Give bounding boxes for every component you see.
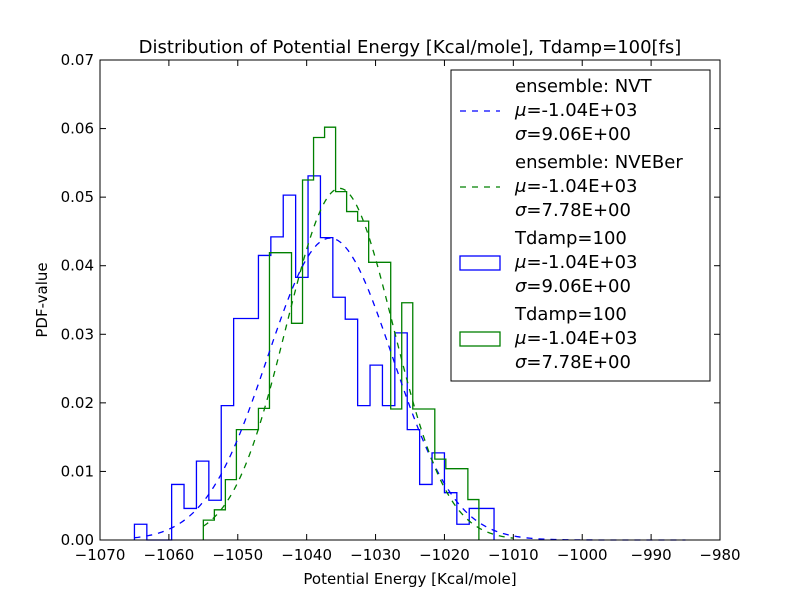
pdf-curve-series-1 (202, 187, 514, 539)
x-tick-label: −980 (699, 546, 740, 564)
y-tick-label: 0.00 (61, 531, 94, 549)
histogram-bar-2-3 (172, 484, 184, 540)
histogram-bar-3-6 (269, 253, 280, 540)
histogram-bar-3-0 (203, 520, 214, 540)
x-tick-label: −1060 (144, 546, 195, 564)
histogram-bar-3-13 (347, 212, 358, 540)
x-tick-label: −1010 (488, 546, 539, 564)
legend-entry-1-line-2: σ=7.78E+00 (515, 200, 631, 221)
legend-handle-2 (459, 255, 501, 271)
x-axis-label: Potential Energy [Kcal/mole] (303, 570, 516, 588)
x-tick-label: −1050 (212, 546, 263, 564)
y-tick-label: 0.07 (61, 51, 94, 69)
y-tick-label: 0.03 (61, 325, 94, 343)
y-tick-label: 0.01 (61, 462, 94, 480)
y-tick-label: 0.02 (61, 394, 94, 412)
legend: ensemble: NVT μ=-1.04E+03 σ=9.06E+00 ensemb… (450, 69, 711, 382)
histogram-bar-2-28 (482, 508, 494, 540)
y-axis-label: PDF-value (33, 262, 51, 337)
histogram-bar-3-5 (258, 408, 269, 540)
histogram-bar-3-4 (247, 430, 258, 540)
x-tick-label: −990 (631, 546, 672, 564)
histogram-bar-3-24 (468, 500, 479, 540)
histogram-bar-2-4 (184, 508, 196, 540)
pdf-curve-series-0 (134, 237, 686, 541)
legend-handle-3 (459, 331, 501, 347)
histogram-bar-3-23 (457, 469, 468, 540)
legend-entry-3-line-0: Tdamp=100 (514, 304, 627, 325)
histogram-bar-3-16 (380, 262, 391, 540)
legend-entry-1-line-0: ensemble: NVEBer (515, 152, 683, 173)
legend-entry-0-line-1: μ=-1.04E+03 (514, 100, 637, 121)
histogram-bar-3-17 (391, 409, 402, 540)
histogram-bar-3-12 (336, 192, 347, 540)
y-tick-label: 0.05 (61, 188, 94, 206)
legend-entry-3-line-1: μ=-1.04E+03 (514, 328, 637, 349)
histogram-series-2 (133, 175, 495, 541)
legend-entry-1-line-1: μ=-1.04E+03 (514, 176, 637, 197)
legend-entry-0-line-2: σ=9.06E+00 (515, 124, 631, 145)
x-tick-label: −1040 (281, 546, 332, 564)
histogram-bar-3-1 (214, 510, 225, 540)
histogram-bar-3-18 (402, 303, 413, 540)
x-tick-label: −1070 (75, 546, 126, 564)
legend-box (450, 69, 711, 382)
histogram-bar-3-20 (424, 409, 435, 540)
legend-entry-2-line-0: Tdamp=100 (514, 228, 627, 249)
legend-entry-3-line-2: σ=7.78E+00 (515, 352, 631, 373)
histogram-bar-3-8 (292, 323, 303, 540)
x-tick-label: −1020 (419, 546, 470, 564)
histogram-series-3 (202, 126, 480, 540)
histogram-bar-3-3 (236, 430, 247, 540)
x-tick-label: −1030 (350, 546, 401, 564)
y-tick-label: 0.04 (61, 257, 94, 275)
legend-entry-0-line-0: ensemble: NVT (515, 76, 653, 97)
y-tick-label: 0.06 (61, 120, 94, 138)
plot-area: −1070 −1060 −1050 −1040 −1030 −1020 −1010 −1000… (61, 51, 741, 564)
legend-entry-2-line-1: μ=-1.04E+03 (514, 252, 637, 273)
histogram-bar-3-11 (325, 127, 336, 540)
chart-title: Distribution of Potential Energy [Kcal/m… (139, 37, 682, 58)
histogram-bar-3-10 (314, 137, 325, 540)
legend-entry-2-line-2: σ=9.06E+00 (515, 276, 631, 297)
x-tick-label: −1000 (557, 546, 608, 564)
axes-frame (99, 59, 721, 541)
